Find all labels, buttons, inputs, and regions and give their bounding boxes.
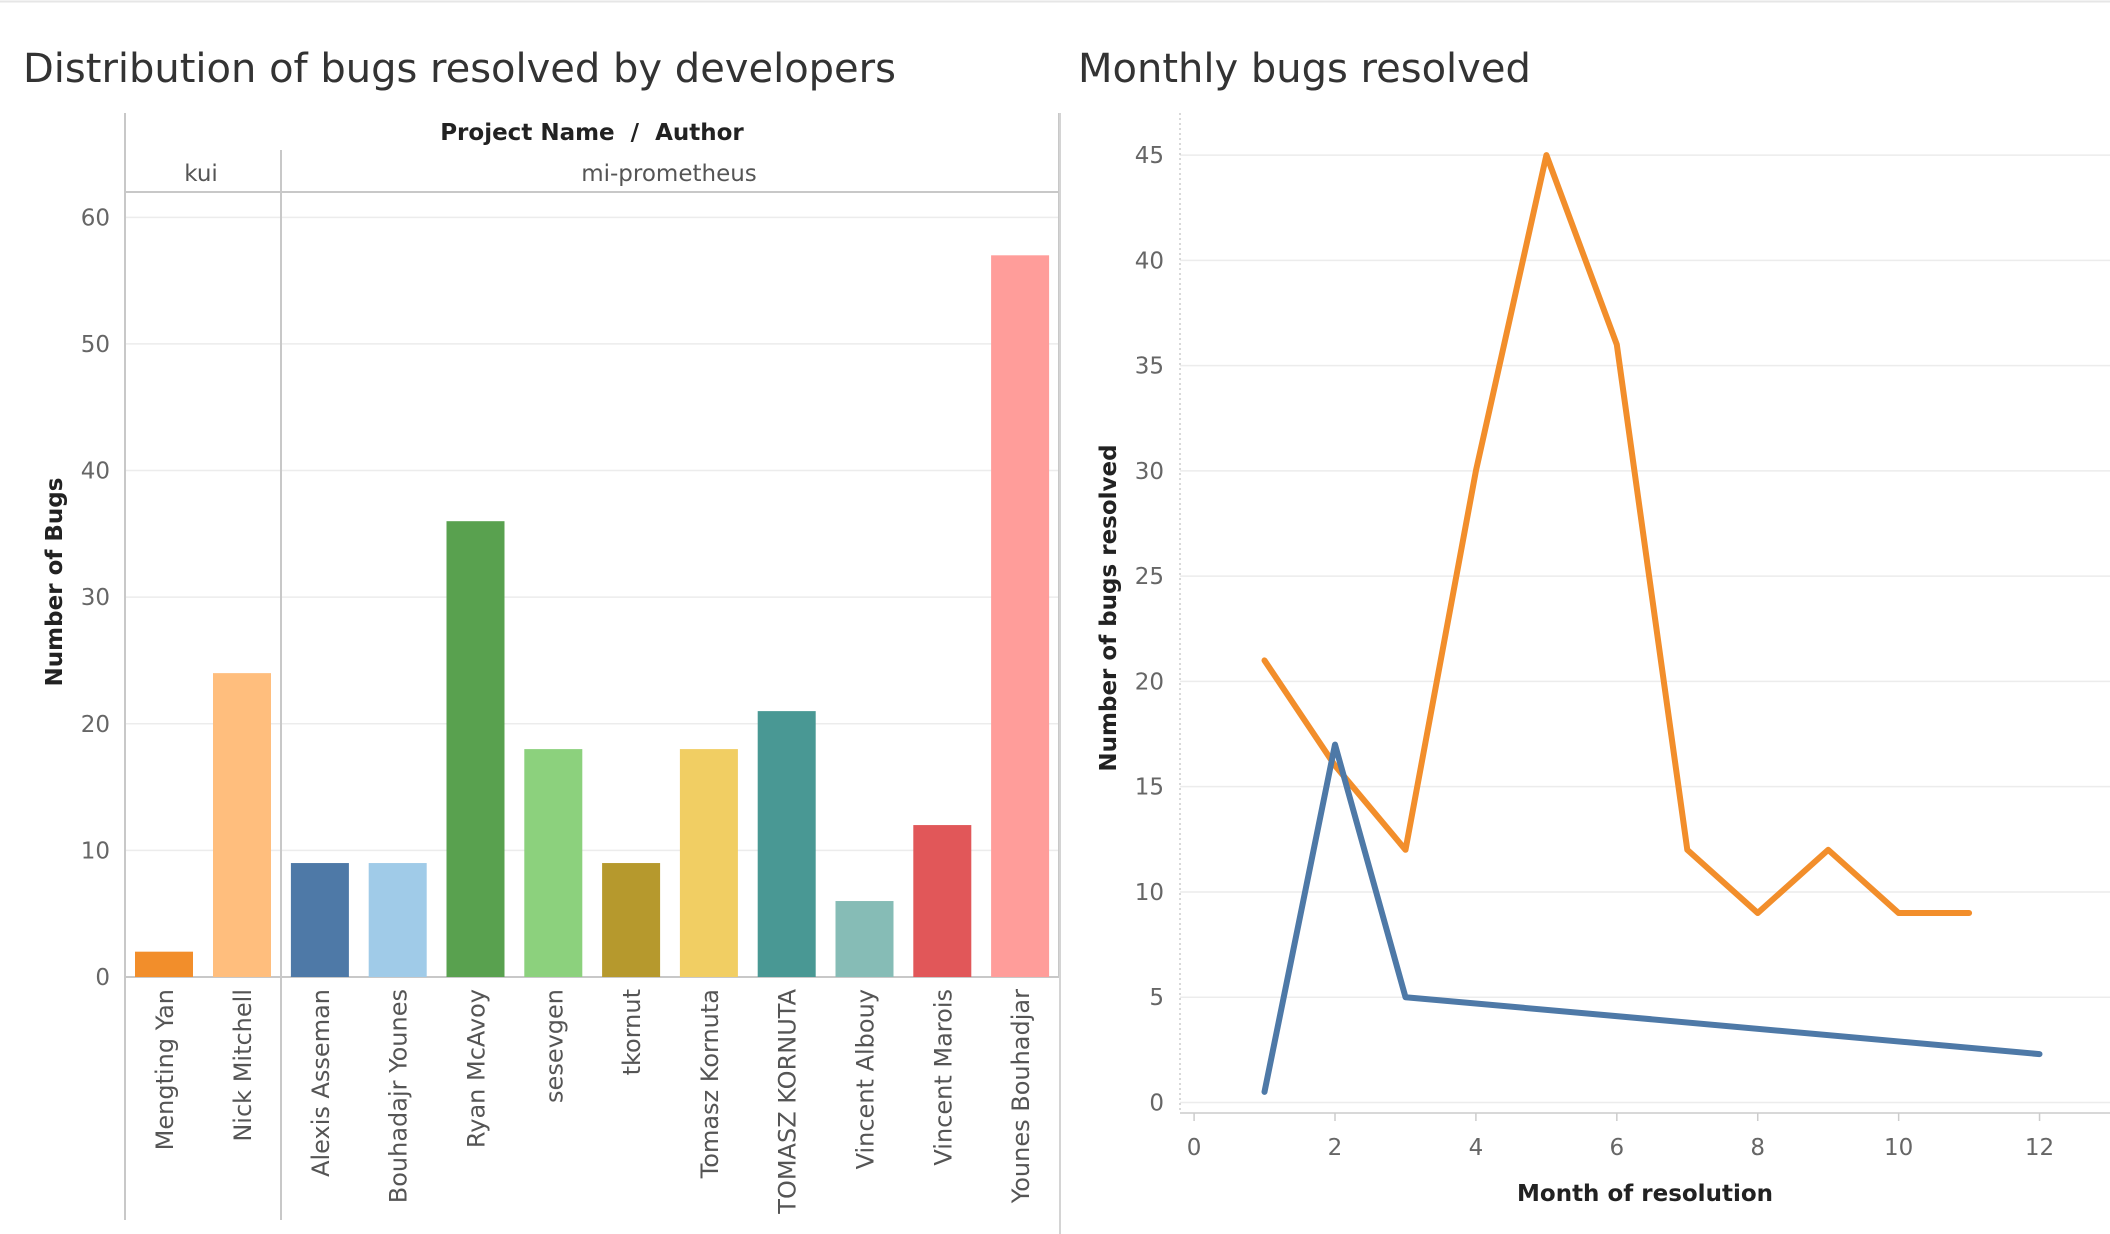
- line-y-tick-15: 15: [1135, 775, 1164, 801]
- line-x-tick-0: 0: [1187, 1135, 1202, 1161]
- bar-sesevgen: [524, 749, 583, 977]
- bar-bouhadajr-younes: [368, 863, 427, 977]
- line-y-tick-30: 30: [1135, 459, 1164, 485]
- bar-tkornut: [602, 863, 661, 977]
- line-x-tick-6: 6: [1609, 1135, 1624, 1161]
- category-label-ryan-mcavoy: Ryan McAvoy: [463, 989, 491, 1148]
- bar-tomasz-kornuta: [679, 749, 738, 977]
- bar-mengting-yan: [135, 951, 193, 977]
- line-y-tick-5: 5: [1149, 985, 1164, 1011]
- category-label-nick-mitchell: Nick Mitchell: [229, 989, 257, 1142]
- bar-chart-bars: [135, 255, 1050, 977]
- category-label-younes-bouhadjar: Younes Bouhadjar: [1007, 989, 1035, 1204]
- bar-y-tick-20: 20: [81, 712, 110, 738]
- bar-younes-bouhadjar: [991, 255, 1050, 977]
- bar-y-tick-40: 40: [81, 459, 110, 485]
- bar-y-tick-50: 50: [81, 332, 110, 358]
- line-y-tick-45: 45: [1135, 143, 1164, 169]
- line-y-tick-0: 0: [1149, 1090, 1164, 1116]
- group-label-mi-prometheus: mi-prometheus: [581, 161, 757, 187]
- line-chart-title: Monthly bugs resolved: [1078, 46, 1531, 92]
- line-x-tick-12: 12: [2025, 1135, 2054, 1161]
- bar-y-tick-0: 0: [95, 965, 110, 991]
- bar-vincent-albouy: [835, 901, 894, 977]
- line-x-tick-4: 4: [1469, 1135, 1484, 1161]
- line-y-tick-35: 35: [1135, 354, 1164, 380]
- line-chart-x-axis-title: Month of resolution: [1517, 1181, 1773, 1207]
- category-label-tomasz-kornuta: Tomasz Kornuta: [696, 989, 724, 1179]
- line-chart-y-axis-title: Number of bugs resolved: [1096, 444, 1122, 771]
- line-y-tick-20: 20: [1135, 669, 1164, 695]
- bar-chart-frame: [124, 113, 1060, 1220]
- line-chart-gridlines: [1180, 154, 2110, 1104]
- category-label-vincent-albouy: Vincent Albouy: [852, 989, 880, 1169]
- category-label-tkornut: tkornut: [618, 989, 646, 1075]
- bar-ryan-mcavoy: [446, 521, 505, 977]
- line-x-tick-8: 8: [1750, 1135, 1765, 1161]
- bar-chart-y-ticks: 0 10 20 30 40 50 60: [81, 205, 110, 991]
- line-series-1: [1261, 152, 1973, 916]
- bar-vincent-marois: [913, 825, 972, 977]
- bar-nick-mitchell: [213, 673, 271, 977]
- bar-tomasz-kornuta: [757, 711, 816, 977]
- line-x-tick-2: 2: [1328, 1135, 1343, 1161]
- line-chart: Monthly bugs resolved 051015202530354045…: [1059, 46, 2110, 1234]
- category-label-bouhadajr-younes: Bouhadajr Younes: [385, 989, 413, 1203]
- line-x-tick-10: 10: [1884, 1135, 1913, 1161]
- bar-chart-category-labels: Mengting Yan Nick Mitchell Alexis Asseman B…: [151, 988, 1035, 1214]
- bar-alexis-asseman: [290, 863, 349, 977]
- category-label-mengting-yan: Mengting Yan: [151, 989, 179, 1150]
- bar-y-tick-60: 60: [81, 205, 110, 231]
- line-y-tick-40: 40: [1135, 248, 1164, 274]
- category-label-vincent-marois: Vincent Marois: [929, 989, 957, 1166]
- category-label-sesevgen: sesevgen: [540, 989, 568, 1103]
- category-label-tomasz-kornuta: TOMASZ KORNUTA: [774, 988, 802, 1214]
- bar-y-tick-30: 30: [81, 585, 110, 611]
- line-chart-series: [1261, 152, 2043, 1095]
- line-y-tick-10: 10: [1135, 880, 1164, 906]
- bar-chart-y-axis-title: Number of Bugs: [42, 478, 68, 687]
- line-chart-y-ticks: 0 5 10 15 20 25 30 35 40 45: [1135, 143, 1164, 1116]
- bar-y-tick-10: 10: [81, 838, 110, 864]
- line-series-2: [1261, 741, 2043, 1095]
- group-label-kui: kui: [184, 161, 218, 187]
- line-chart-axes: [1059, 113, 2110, 1234]
- bar-chart-title: Distribution of bugs resolved by develop…: [23, 46, 896, 92]
- category-label-alexis-asseman: Alexis Asseman: [307, 989, 335, 1177]
- bar-chart-header: Project Name / Author: [440, 120, 744, 146]
- line-chart-x-ticks: 0 2 4 6 8 10 12: [1187, 1113, 2054, 1161]
- line-y-tick-25: 25: [1135, 564, 1164, 590]
- bar-chart: Distribution of bugs resolved by develop…: [23, 46, 1060, 1220]
